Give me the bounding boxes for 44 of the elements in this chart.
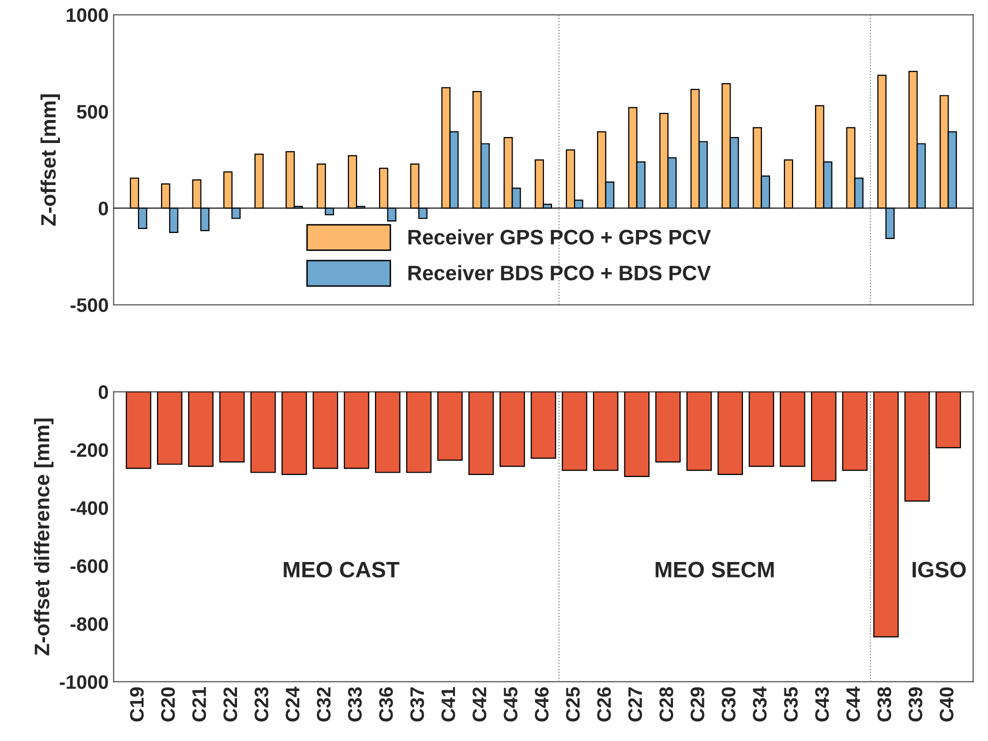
y-axis-title: Z-offset [mm] <box>40 94 60 226</box>
x-tick-label: C30 <box>722 687 736 722</box>
x-tick-label: C34 <box>752 686 767 722</box>
x-tick-label: C33 <box>348 687 362 722</box>
x-tick-label: C37 <box>410 687 424 722</box>
y-tick-label: -200 <box>70 443 108 457</box>
x-tick-label: C40 <box>940 687 954 722</box>
legend-label: Receiver BDS PCO + BDS PCV <box>408 265 711 280</box>
annotation: IGSO <box>912 562 966 578</box>
x-tick-label: C46 <box>534 687 549 722</box>
x-tick-label: C35 <box>784 687 798 722</box>
legend-label: Receiver GPS PCO + GPS PCV <box>408 229 711 245</box>
x-tick-label: C42 <box>472 687 486 722</box>
x-tick-label: C24 <box>286 686 300 722</box>
y-tick-label: -1000 <box>60 675 108 689</box>
annotation: MEO SECM <box>656 562 774 578</box>
x-tick-label: C45 <box>504 687 518 722</box>
x-tick-label: C28 <box>659 687 674 722</box>
y-tick-label: -600 <box>70 559 108 573</box>
x-tick-label: C32 <box>316 687 331 722</box>
x-tick-label: C41 <box>441 687 456 722</box>
x-tick-label: C43 <box>815 687 829 722</box>
x-tick-label: C36 <box>379 687 393 722</box>
y-tick-label: 0 <box>98 202 108 216</box>
x-tick-label: C23 <box>254 687 268 722</box>
y-axis-title: Z-offset difference [mm] <box>34 418 54 656</box>
y-tick-label: 0 <box>98 385 108 399</box>
x-tick-label: C20 <box>161 687 175 722</box>
x-tick-label: C21 <box>192 687 206 722</box>
x-tick-label: C25 <box>566 687 580 722</box>
y-tick-label: 1000 <box>66 8 108 22</box>
x-tick-label: C44 <box>846 686 860 722</box>
y-tick-label: -800 <box>70 617 108 631</box>
x-tick-label: C27 <box>628 687 642 722</box>
y-tick-label: -400 <box>70 501 108 515</box>
x-tick-label: C39 <box>908 687 922 722</box>
x-tick-label: C22 <box>223 687 238 722</box>
y-tick-label: 500 <box>76 104 108 119</box>
x-tick-label: C19 <box>130 687 144 722</box>
x-tick-label: C38 <box>877 687 892 722</box>
y-tick-label: -500 <box>70 298 108 312</box>
x-tick-label: C29 <box>690 687 704 722</box>
x-tick-label: C26 <box>597 687 611 722</box>
annotation: MEO CAST <box>284 562 400 578</box>
